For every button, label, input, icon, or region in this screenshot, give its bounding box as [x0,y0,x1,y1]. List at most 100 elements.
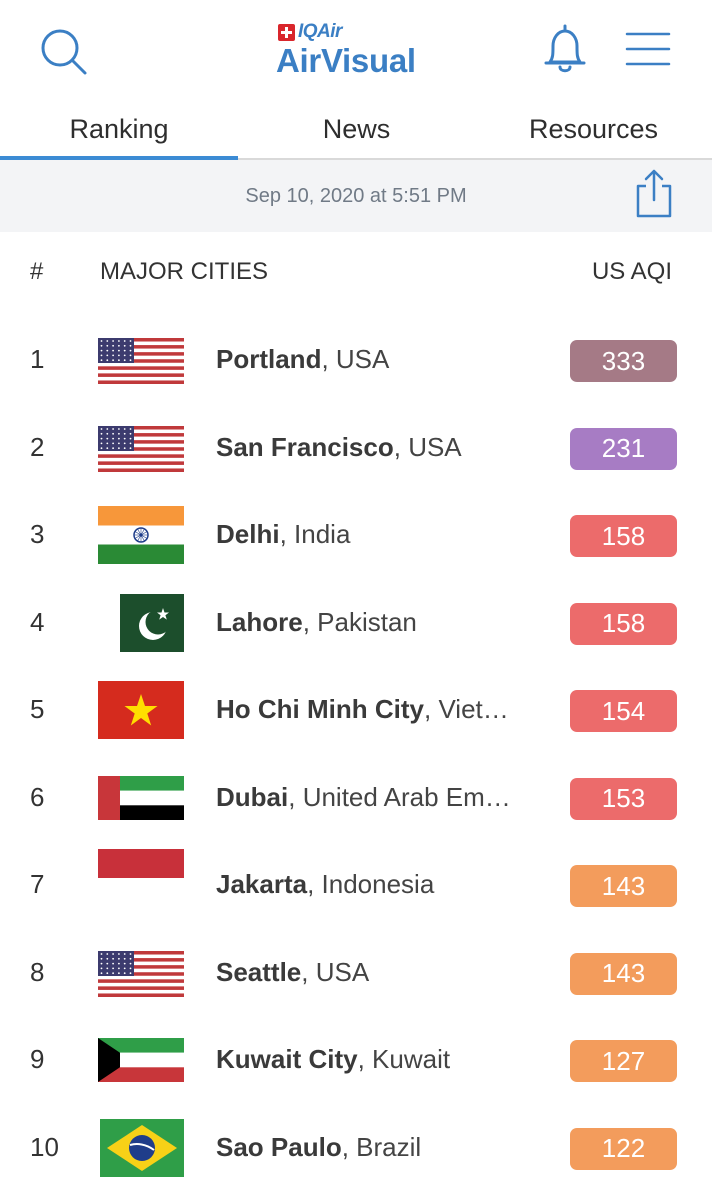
city-separator: , [279,519,295,549]
city-label: Portland, USA [216,344,536,375]
country-name: Indonesia [321,869,435,899]
aqi-badge: 333 [570,340,677,382]
city-label: Lahore, Pakistan [216,607,536,638]
rank-number: 6 [30,781,45,812]
ranking-row[interactable]: 8 Seattle, USA 143 [0,929,712,1017]
country-name: Pakistan [317,606,417,637]
country-name: USA [335,344,390,374]
rank-number: 10 [30,1131,59,1162]
city-label: Jakarta, Indonesia [216,869,536,900]
search-icon [41,29,87,75]
country-name: Viet… [438,694,509,724]
country-name: Brazil [356,1131,422,1162]
city-column-header: MAJOR CITIES [100,258,269,285]
tab-bar: Ranking News Resources [0,100,712,160]
city-name: Kuwait City [216,1044,358,1074]
rank-number: 8 [30,956,45,987]
search-button[interactable] [38,26,90,78]
aqi-badge: 231 [570,427,677,470]
aqi-badge: 122 [570,1127,677,1170]
city-name: Dubai [216,781,289,812]
aqi-badge: 127 [570,1040,677,1082]
share-button[interactable] [632,166,676,222]
city-name: Seattle [216,956,302,987]
rank-number: 9 [30,1044,45,1074]
city-label: San Francisco, USA [216,432,536,463]
brazil-flag-icon [100,1118,184,1182]
ranking-row[interactable]: 4 Lahore, Pakistan 158 [0,579,712,667]
ranking-timestamp: Sep 10, 2020 at 5:51 PM [245,184,467,207]
logo-product: AirVisual [276,42,416,79]
aqi-column-header[interactable]: US AQI [591,258,672,285]
city-name: Lahore [216,606,303,637]
city-separator: , [393,431,409,462]
vietnam-flag-icon [98,681,184,744]
tab-ranking[interactable]: Ranking [69,113,169,144]
city-separator: , [302,606,318,637]
rank-number: 3 [30,519,45,549]
ranking-row[interactable]: 2 San Francisco, USA 231 [0,404,712,492]
city-name: Jakarta [216,869,308,899]
kuwait-flag-icon [98,1038,184,1087]
ranking-row[interactable]: 1 Portland, USA 333 [0,316,712,404]
indonesia-flag-icon [98,849,184,912]
country-name: Kuwait [372,1044,451,1074]
aqi-badge: 143 [570,865,677,907]
aqi-badge: 158 [570,515,677,557]
share-icon [636,169,672,218]
city-label: Dubai, United Arab Em… [216,782,536,813]
logo-brand: IQAir [298,21,342,42]
city-label: Kuwait City, Kuwait [216,1044,536,1075]
menu-button[interactable] [624,30,672,68]
usa-flag-icon [98,950,184,1002]
city-name: San Francisco [216,431,394,462]
ranking-row[interactable]: 6 Dubai, United Arab Em… 153 [0,754,712,842]
country-name: United Arab Em… [302,781,511,812]
city-separator: , [423,694,439,724]
active-tab-indicator [0,156,238,160]
tab-resources[interactable]: Resources [528,113,659,144]
city-separator: , [321,344,336,374]
city-separator: , [288,781,303,812]
bell-icon [544,24,586,73]
city-separator: , [301,956,316,987]
usa-flag-icon [98,338,184,389]
app-header: IQAir AirVisual [0,0,712,100]
city-separator: , [307,869,322,899]
rank-number: 5 [30,694,45,724]
tab-news[interactable]: News [322,113,391,144]
ranking-row[interactable]: 5 Ho Chi Minh City, Viet… 154 [0,666,712,754]
ranking-row[interactable]: 10 Sao Paulo, Brazil 122 [0,1104,712,1192]
rank-number: 7 [30,869,45,899]
aqi-badge: 153 [570,777,677,820]
city-name: Portland [216,344,322,374]
aqi-badge: 154 [570,690,677,732]
city-separator: , [357,1044,373,1074]
city-name: Ho Chi Minh City [216,694,424,724]
aqi-badge: 158 [570,602,677,645]
city-label: Sao Paulo, Brazil [216,1132,536,1163]
swiss-cross-icon [278,23,295,41]
aqi-badge: 143 [570,952,677,995]
city-label: Ho Chi Minh City, Viet… [216,694,536,725]
rank-number: 4 [30,606,45,637]
ranking-row[interactable]: 9 Kuwait City, Kuwait 127 [0,1016,712,1104]
iqair-airvisual-logo: IQAir AirVisual [276,21,446,82]
country-name: USA [315,956,370,987]
pakistan-flag-icon [120,593,184,657]
country-name: USA [408,431,462,462]
uae-flag-icon [98,775,184,825]
city-label: Seattle, USA [216,957,536,988]
city-separator: , [341,1131,357,1162]
country-name: India [294,519,351,549]
rank-number: 1 [30,344,45,374]
date-bar: Sep 10, 2020 at 5:51 PM [0,160,712,232]
hamburger-menu-icon [625,32,671,66]
ranking-row[interactable]: 7 Jakarta, Indonesia 143 [0,841,712,929]
city-name: Sao Paulo [216,1131,342,1162]
notifications-button[interactable] [540,22,590,76]
city-label: Delhi, India [216,519,536,550]
rank-number: 2 [30,431,45,462]
usa-flag-icon [98,425,184,477]
ranking-row[interactable]: 3 Delhi, India 158 [0,491,712,579]
